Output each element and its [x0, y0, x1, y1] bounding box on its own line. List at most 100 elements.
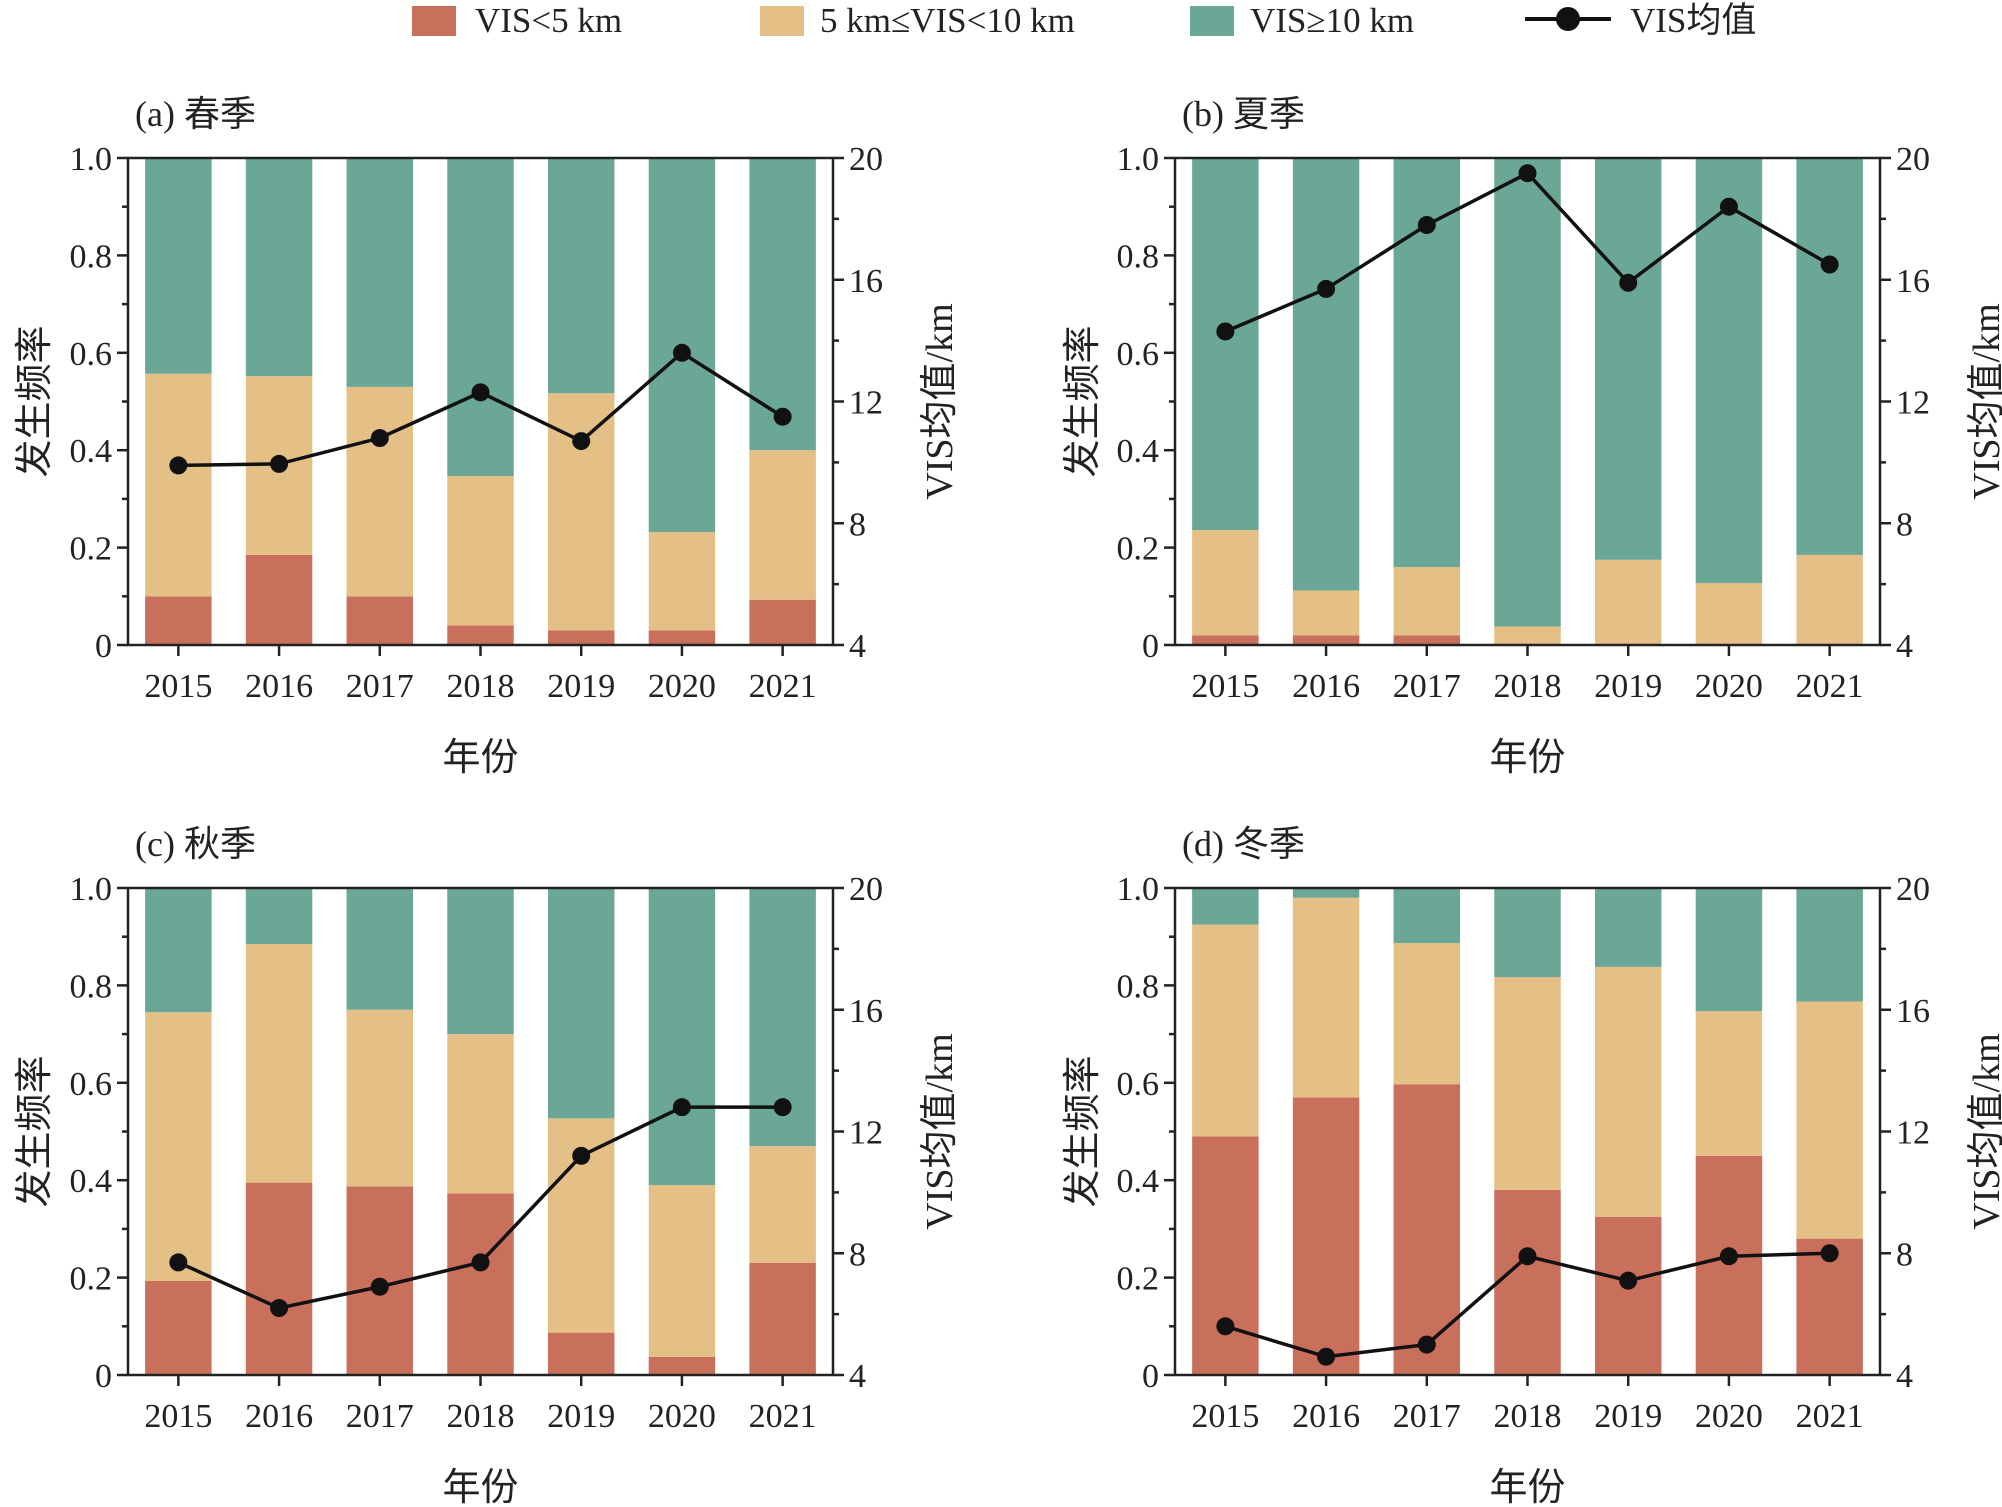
vis-mean-point [1317, 1347, 1336, 1366]
vis-ge10-bar [245, 158, 313, 377]
x-tick-label: 2019 [1594, 668, 1662, 705]
vis-ge10-bar [1192, 888, 1259, 925]
x-axis-label: 年份 [1489, 1467, 1565, 1507]
vis-5to10-bar [1494, 626, 1561, 645]
vis-mean-point [1216, 322, 1235, 341]
x-axis-label: 年份 [442, 1467, 518, 1507]
y2-tick-label: 16 [1896, 263, 1930, 300]
x-tick-label: 2016 [1292, 668, 1360, 705]
legend-swatch [760, 6, 804, 36]
vis-mean-point [1518, 164, 1537, 183]
vis-5to10-bar [346, 1009, 414, 1187]
vis-lt5-bar [749, 599, 816, 645]
x-tick-label: 2019 [547, 668, 615, 705]
vis-mean-point [1417, 215, 1436, 234]
x-tick-label: 2015 [1191, 668, 1259, 705]
vis-ge10-bar [1796, 888, 1863, 1002]
legend-item: 5 km≤VIS<10 km [760, 1, 1075, 40]
vis-5to10-bar [346, 386, 414, 597]
x-tick-label: 2020 [648, 668, 716, 705]
y-tick-label: 0.4 [70, 433, 113, 470]
vis-ge10-bar [1594, 888, 1662, 967]
x-tick-label: 2021 [749, 1398, 817, 1435]
y2-tick-label: 12 [1896, 1115, 1930, 1152]
y2-tick-label: 8 [1896, 1236, 1913, 1273]
vis-mean-point [1417, 1335, 1436, 1354]
vis-ge10-bar [1796, 158, 1863, 555]
x-tick-label: 2021 [1796, 668, 1864, 705]
y2-axis-label: VIS均值/km [1966, 303, 2002, 499]
y2-tick-label: 16 [849, 993, 883, 1030]
vis-lt5-bar [1192, 1136, 1259, 1375]
vis-mean-point [471, 383, 490, 402]
vis-lt5-bar [1292, 635, 1360, 645]
vis-5to10-bar [749, 450, 816, 600]
vis-lt5-bar [648, 1356, 716, 1375]
vis-mean-point [1619, 1271, 1638, 1290]
vis-lt5-bar [245, 1182, 313, 1375]
y2-tick-label: 8 [849, 506, 866, 543]
vis-5to10-bar [1192, 530, 1259, 636]
y-tick-label: 0 [1142, 628, 1159, 665]
legend: VIS<5 km 5 km≤VIS<10 km VIS≥10 km VIS均值 [412, 1, 1756, 40]
panel-spring: (a) 春季 0 0.2 0.4 0.6 0.8 1.0 4 8 12 16 20 2015 2016 20… [14, 94, 961, 779]
vis-5to10-bar [1494, 977, 1561, 1190]
vis-5to10-bar [145, 1012, 212, 1282]
y-tick-label: 0.2 [1117, 531, 1160, 568]
vis-mean-point [1317, 279, 1336, 298]
vis-lt5-bar [145, 596, 212, 645]
y-tick-label: 1.0 [70, 141, 113, 178]
y2-tick-label: 12 [849, 1115, 883, 1152]
x-tick-label: 2021 [1796, 1398, 1864, 1435]
vis-mean-point [370, 1277, 389, 1296]
y-axis-label: 发生频率 [14, 1055, 56, 1207]
y2-tick-label: 4 [1896, 628, 1913, 665]
vis-mean-point [270, 1299, 289, 1318]
x-tick-label: 2018 [447, 1398, 515, 1435]
x-tick-label: 2020 [648, 1398, 716, 1435]
panel-title: (a) 春季 [135, 94, 256, 134]
y-tick-label: 0.2 [1117, 1261, 1160, 1298]
y-tick-label: 0 [95, 628, 112, 665]
legend-item: VIS均值 [1525, 1, 1756, 40]
x-tick-label: 2017 [1393, 1398, 1461, 1435]
x-tick-label: 2019 [547, 1398, 615, 1435]
vis-ge10-bar [447, 888, 514, 1035]
x-tick-label: 2019 [1594, 1398, 1662, 1435]
x-tick-label: 2016 [1292, 1398, 1360, 1435]
vis-mean-point [1820, 1244, 1839, 1263]
x-tick-label: 2016 [245, 1398, 313, 1435]
legend-marker [1556, 7, 1580, 31]
vis-ge10-bar [1494, 888, 1561, 978]
vis-mean-point [169, 1253, 188, 1272]
x-axis-label: 年份 [442, 737, 518, 779]
vis-mean-point [1719, 1247, 1738, 1266]
x-tick-label: 2015 [1191, 1398, 1259, 1435]
vis-ge10-bar [547, 888, 615, 1119]
y-tick-label: 0.8 [1117, 968, 1160, 1005]
legend-label: VIS均值 [1630, 1, 1756, 40]
vis-5to10-bar [145, 373, 212, 597]
vis-lt5-bar [1393, 1084, 1461, 1375]
vis-lt5-bar [1393, 635, 1461, 645]
vis-lt5-bar [648, 630, 716, 645]
y2-tick-label: 4 [849, 1358, 866, 1395]
vis-ge10-bar [145, 158, 212, 374]
panel-winter: (d) 冬季 0 0.2 0.4 0.6 0.8 1.0 4 8 12 16 20 2015 2016 20… [1062, 824, 2002, 1507]
legend-label: VIS<5 km [475, 1, 622, 40]
x-axis-label: 年份 [1489, 737, 1565, 779]
vis-5to10-bar [447, 1034, 514, 1194]
x-tick-label: 2017 [346, 1398, 414, 1435]
y2-axis-label: VIS均值/km [1966, 1033, 2002, 1229]
y2-tick-label: 16 [849, 263, 883, 300]
vis-mean-point [270, 454, 289, 473]
vis-mean-point [1216, 1317, 1235, 1336]
y-tick-label: 0.8 [70, 238, 113, 275]
vis-mean-point [672, 1098, 691, 1117]
x-tick-label: 2018 [447, 668, 515, 705]
legend-item: VIS<5 km [412, 1, 622, 40]
vis-lt5-bar [346, 596, 414, 645]
vis-lt5-bar [1192, 635, 1259, 645]
y2-tick-label: 4 [1896, 1358, 1913, 1395]
